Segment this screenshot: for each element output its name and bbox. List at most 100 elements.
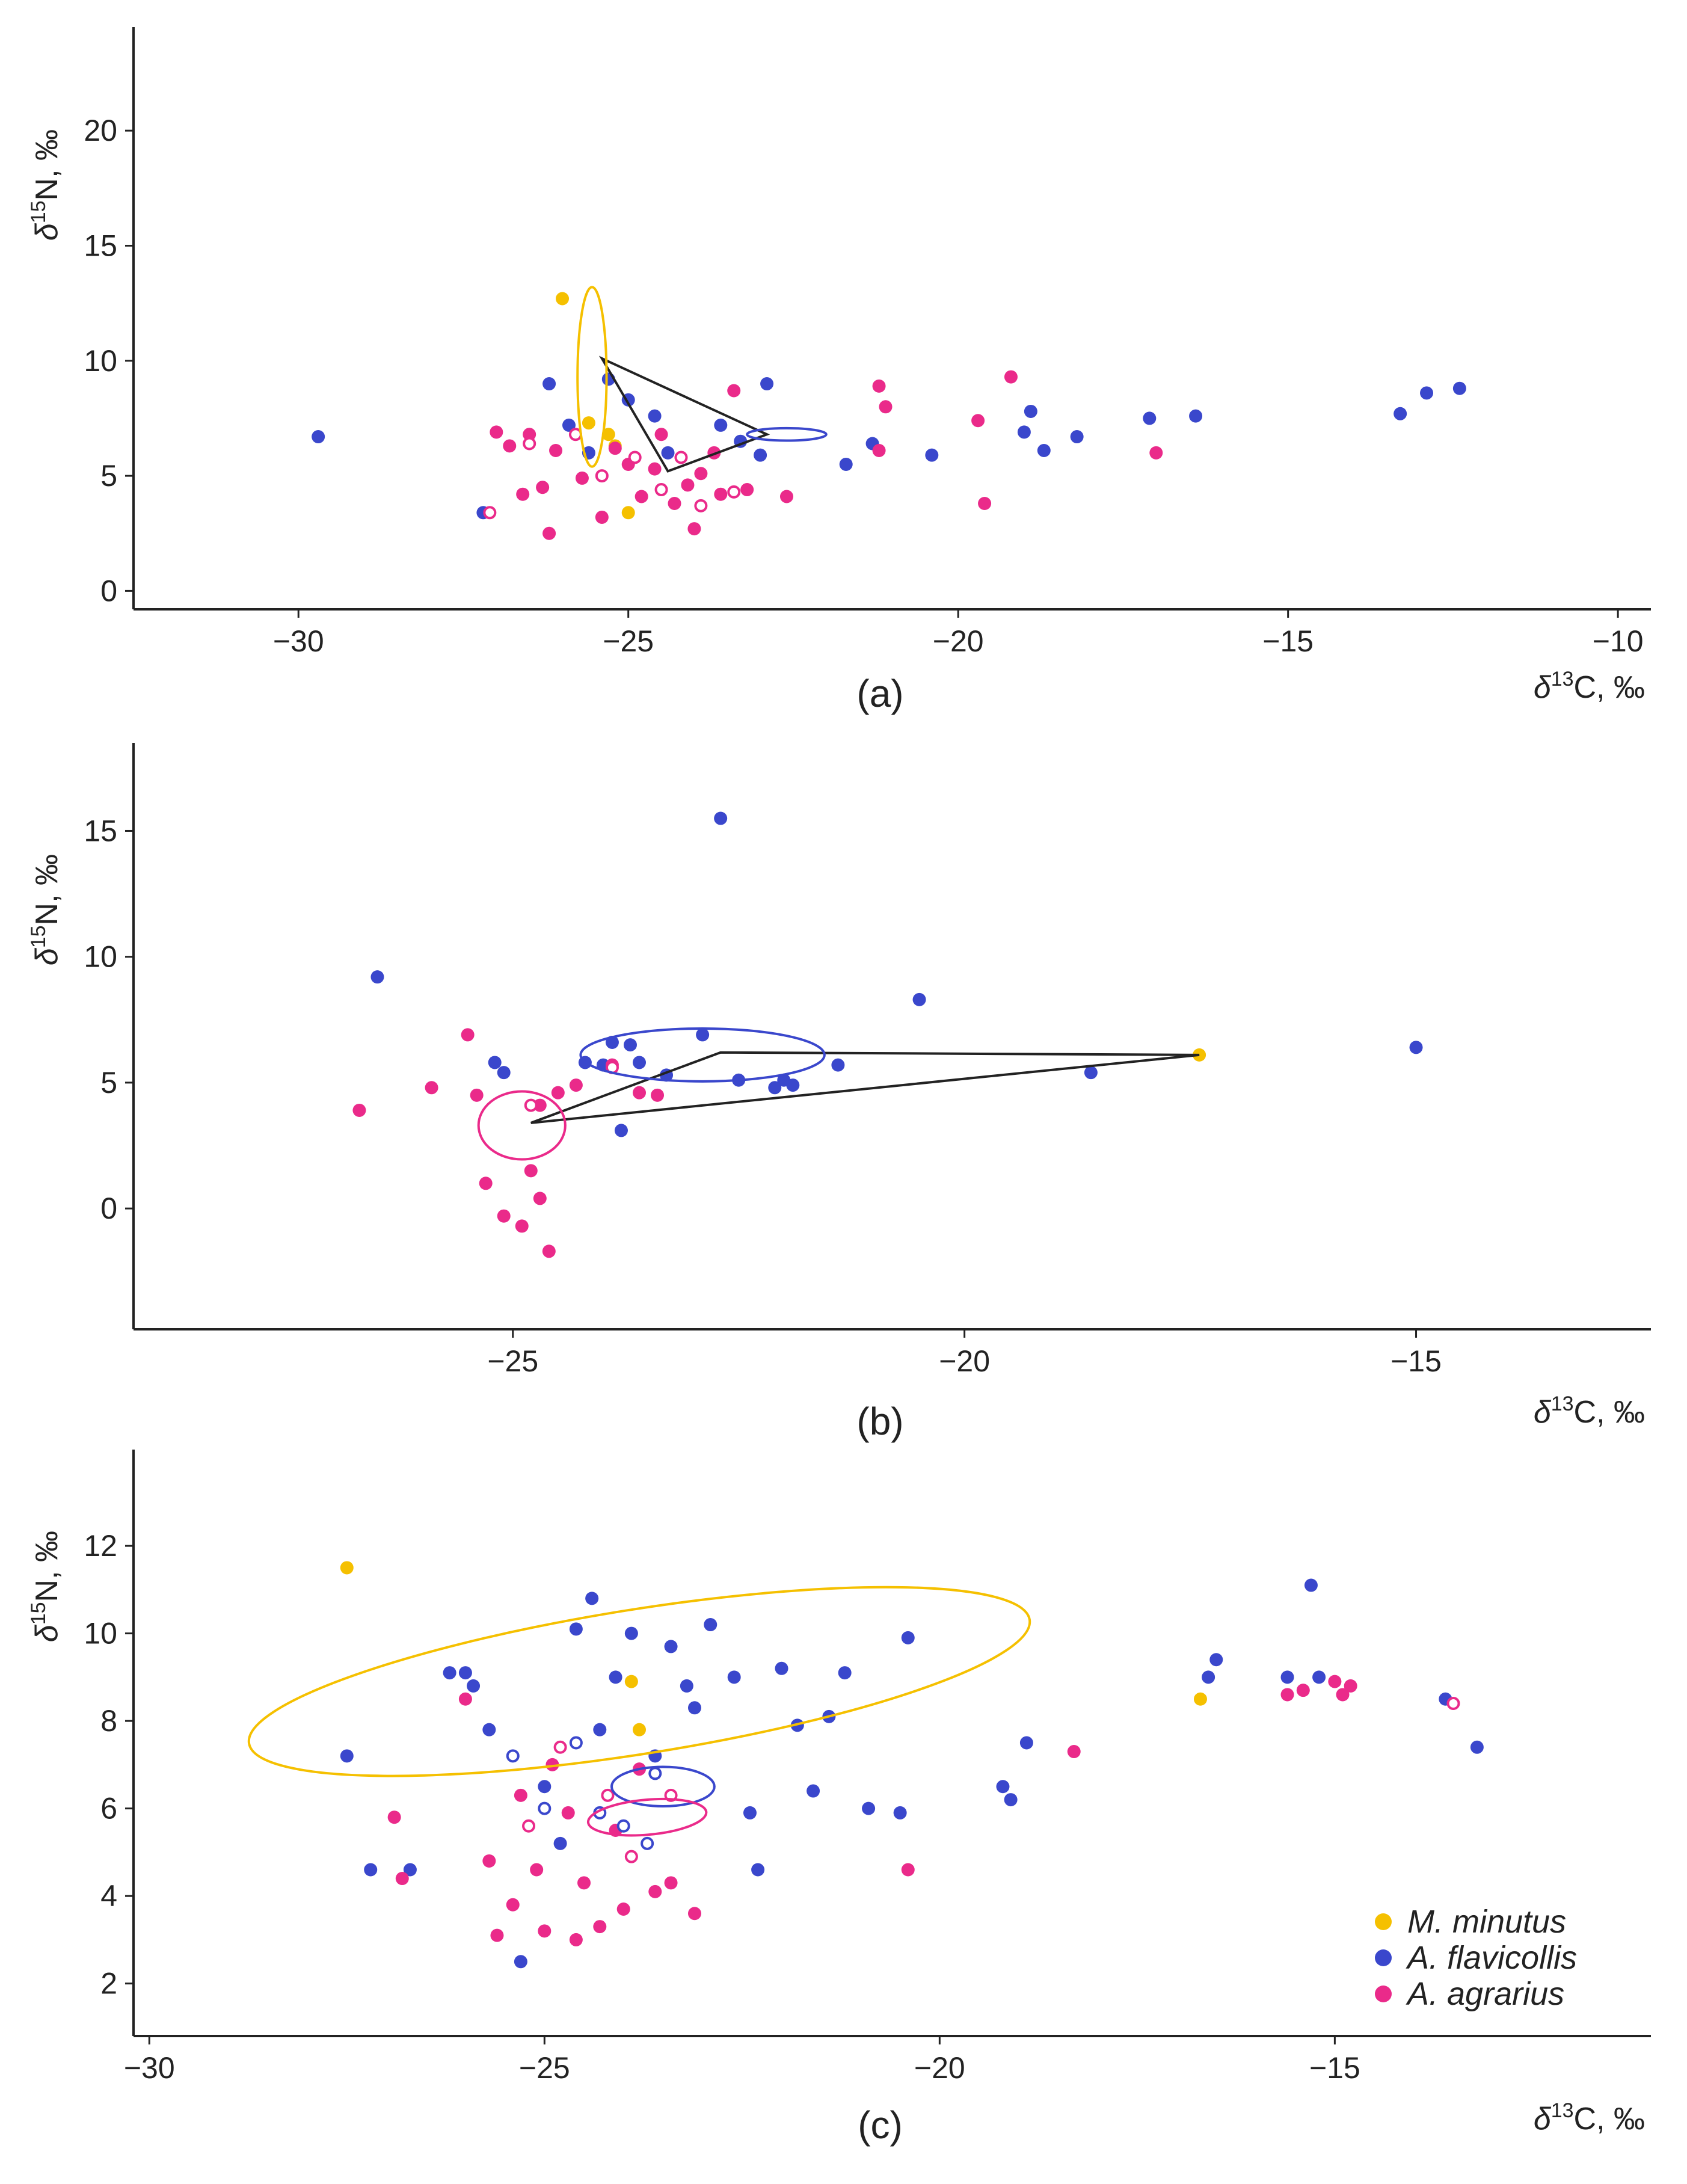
- data-point: [530, 1863, 544, 1877]
- data-point: [582, 416, 595, 430]
- data-point: [601, 1788, 615, 1802]
- x-tick-label: −15: [1262, 624, 1314, 658]
- data-point: [461, 1028, 475, 1042]
- data-point: [687, 522, 701, 536]
- data-point: [1446, 1697, 1460, 1711]
- y-tick-label: 12: [84, 1529, 117, 1563]
- data-point: [506, 1898, 520, 1912]
- data-point: [340, 1749, 354, 1763]
- data-point: [768, 1081, 782, 1095]
- data-point: [651, 1088, 665, 1102]
- data-point: [569, 1078, 583, 1092]
- data-point: [522, 1819, 536, 1833]
- data-point: [533, 1192, 547, 1205]
- y-tick-label: 10: [84, 1617, 117, 1650]
- y-tick-label: 15: [84, 814, 117, 847]
- data-point: [524, 1164, 538, 1178]
- panel-1: −25 −20 −15 0 5 10 15 δ13C, ‰ δ15N, ‰ (b): [27, 743, 1651, 1443]
- data-point: [1409, 1041, 1423, 1054]
- data-point: [740, 483, 754, 497]
- data-point: [395, 1872, 409, 1886]
- data-point: [668, 497, 681, 510]
- x-tick-label: −20: [914, 2051, 965, 2085]
- data-point: [633, 1723, 646, 1736]
- y-tick-label: 15: [84, 229, 117, 262]
- panel-0: −30 −25 −20 −15 −10 0 5 10 15 20 δ13C, ‰ δ15N, ‰ (a): [27, 27, 1651, 715]
- data-point: [654, 483, 668, 497]
- panel-2: −30 −25 −20 −15 2 4 6 8 10 12 δ13C, ‰ δ15N, ‰ (c) M. …: [27, 1450, 1651, 2147]
- data-point: [1296, 1684, 1310, 1697]
- data-point: [704, 1618, 718, 1632]
- data-point: [593, 1920, 607, 1934]
- data-point: [553, 1836, 567, 1850]
- data-point: [312, 430, 325, 444]
- panel-label: (b): [856, 1400, 903, 1443]
- data-point: [470, 1088, 484, 1102]
- data-point: [614, 1124, 628, 1137]
- data-point: [1149, 446, 1163, 460]
- data-point: [593, 1723, 607, 1736]
- data-point: [1143, 411, 1157, 425]
- legend-label: A. agrarius: [1406, 1976, 1564, 2012]
- data-point: [751, 1863, 765, 1877]
- sea-ellipse: [610, 1765, 716, 1808]
- data-point: [562, 418, 576, 432]
- data-point: [524, 1098, 538, 1112]
- y-tick-label: 2: [100, 1967, 117, 2001]
- data-point: [654, 428, 668, 441]
- data-point: [467, 1679, 481, 1693]
- data-point: [595, 469, 609, 483]
- x-axis-label: δ13C, ‰: [1534, 2099, 1645, 2136]
- data-point: [714, 418, 728, 432]
- data-point: [775, 1661, 788, 1675]
- data-point: [542, 1244, 556, 1258]
- x-tick-label: −25: [603, 624, 654, 658]
- data-point: [556, 292, 570, 306]
- data-point: [523, 428, 536, 441]
- data-point: [839, 457, 853, 471]
- data-point: [901, 1631, 915, 1644]
- data-point: [1070, 430, 1084, 444]
- data-point: [545, 1758, 559, 1771]
- data-point: [893, 1806, 907, 1819]
- sea-ellipse: [579, 1027, 826, 1083]
- y-tick-label: 5: [100, 1066, 117, 1100]
- y-tick-label: 10: [84, 344, 117, 378]
- data-point: [616, 1819, 630, 1833]
- y-tick-label: 0: [100, 1192, 117, 1225]
- data-point: [616, 1902, 630, 1916]
- data-point: [1024, 404, 1037, 418]
- data-point: [1209, 1653, 1223, 1667]
- data-point: [807, 1784, 820, 1798]
- data-point: [523, 437, 536, 451]
- data-point: [648, 1767, 662, 1780]
- data-point: [561, 1806, 575, 1819]
- data-point: [1202, 1670, 1215, 1684]
- data-point: [664, 1640, 678, 1653]
- data-point: [595, 510, 609, 524]
- data-point: [831, 1058, 845, 1072]
- data-point: [425, 1081, 438, 1095]
- y-tick-label: 6: [100, 1792, 117, 1826]
- data-point: [1328, 1675, 1342, 1688]
- legend-label: M. minutus: [1407, 1904, 1566, 1940]
- data-point: [553, 1740, 567, 1754]
- data-point: [1304, 1578, 1318, 1592]
- x-tick-label: −30: [124, 2051, 175, 2085]
- data-point: [727, 1670, 741, 1684]
- data-point: [585, 1592, 599, 1605]
- y-axis-label: δ15N, ‰: [27, 129, 64, 241]
- data-point: [516, 487, 530, 501]
- y-axis-label: δ15N, ‰: [27, 1531, 64, 1642]
- data-point: [458, 1666, 472, 1680]
- x-tick-label: −15: [1309, 2051, 1360, 2085]
- data-point: [862, 1801, 876, 1815]
- data-point: [497, 1209, 511, 1223]
- data-point: [872, 444, 886, 457]
- data-point: [1280, 1670, 1294, 1684]
- data-point: [569, 1736, 583, 1750]
- y-axis-label: δ15N, ‰: [27, 854, 64, 965]
- panel-label: (c): [858, 2103, 903, 2147]
- data-point: [569, 1933, 583, 1946]
